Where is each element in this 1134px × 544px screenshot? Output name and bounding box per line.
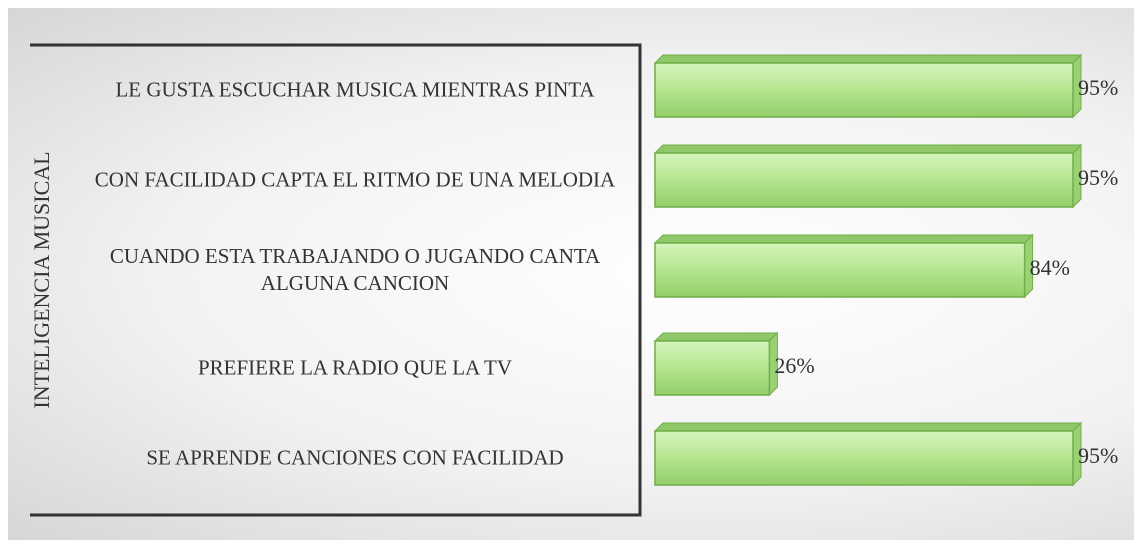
bar-top-face <box>653 332 779 342</box>
bar <box>654 430 1074 486</box>
label-frame <box>30 43 642 517</box>
value-label: 95% <box>1078 443 1118 468</box>
value-label: 26% <box>774 353 814 378</box>
category-label: LE GUSTA ESCUCHAR MUSICA MIENTRAS PINTA <box>115 77 595 102</box>
bar-top-face <box>653 422 1083 432</box>
bar-top-face <box>653 144 1083 154</box>
category-label: CON FACILIDAD CAPTA EL RITMO DE UNA MELO… <box>94 167 616 192</box>
axis-label: INTELIGENCIA MUSICAL <box>29 151 54 409</box>
value-label: 95% <box>1078 75 1118 100</box>
value-label: 84% <box>1030 255 1070 280</box>
bar <box>654 62 1074 118</box>
bar <box>654 242 1026 298</box>
bar <box>654 152 1074 208</box>
category-label: PREFIERE LA RADIO QUE LA TV <box>197 355 513 380</box>
bar-top-face <box>653 54 1083 64</box>
category-label: CUANDO ESTA TRABAJANDO O JUGANDO CANTA A… <box>109 244 601 295</box>
bar-top-face <box>653 234 1034 244</box>
value-label: 95% <box>1078 165 1118 190</box>
bar <box>654 340 771 396</box>
category-label: SE APRENDE CANCIONES CON FACILIDAD <box>146 445 564 470</box>
